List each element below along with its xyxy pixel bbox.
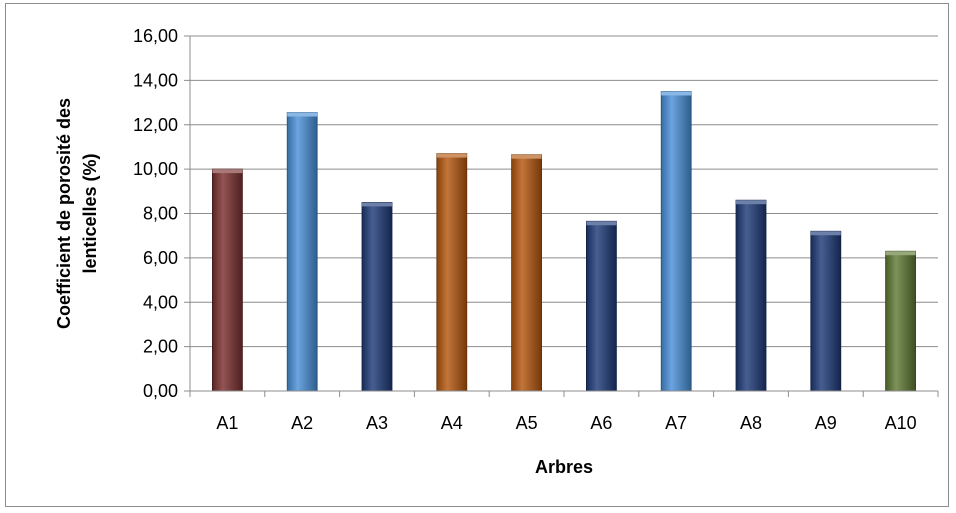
y-tick-label: 6,00	[143, 248, 178, 268]
x-axis-title: Arbres	[535, 457, 593, 477]
bar-top-highlight	[212, 169, 243, 174]
x-tick-label: A6	[590, 413, 612, 433]
y-tick-label: 16,00	[133, 26, 178, 46]
y-tick-label: 8,00	[143, 204, 178, 224]
bar-top-highlight	[362, 202, 392, 207]
axes	[184, 35, 939, 397]
bar-top-highlight	[287, 112, 318, 117]
bar-a8	[735, 199, 767, 392]
bar-top-highlight	[586, 221, 617, 226]
x-tick-label: A4	[441, 413, 463, 433]
tick-labels: 0,00 2,00 4,00 6,00 8,00 10,00 12,00 14,00 16,00…	[133, 26, 917, 433]
bar-top-highlight	[885, 251, 916, 256]
x-tick-label: A5	[516, 413, 538, 433]
bar-a1	[211, 168, 243, 392]
y-tick-label: 10,00	[133, 159, 178, 179]
bar-a3	[361, 202, 393, 392]
y-axis-title: Coefficient de porosité des lenticelles (…	[54, 98, 100, 329]
x-tick-label: A7	[665, 413, 687, 433]
bar-top-highlight	[436, 153, 467, 158]
x-tick-label: A10	[885, 413, 917, 433]
chart-frame	[5, 3, 949, 507]
bar-a7	[660, 91, 692, 392]
bar-a5	[511, 154, 543, 392]
y-tick-label: 4,00	[143, 292, 178, 312]
bar-top-highlight	[511, 154, 542, 159]
y-axis-title-line: lenticelles (%)	[80, 153, 100, 273]
bar-top-highlight	[810, 231, 841, 236]
y-tick-label: 14,00	[133, 70, 178, 90]
bar-top-highlight	[661, 91, 692, 96]
bars	[211, 91, 916, 392]
bar-a10	[885, 250, 916, 392]
bar-a6	[586, 220, 617, 392]
x-tick-label: A1	[216, 413, 238, 433]
bar-a2	[286, 112, 318, 392]
y-axis-title-line: Coefficient de porosité des	[54, 98, 74, 329]
y-tick-label: 2,00	[143, 337, 178, 357]
x-tick-label: A8	[740, 413, 762, 433]
x-tick-label: A9	[815, 413, 837, 433]
y-tick-label: 0,00	[143, 381, 178, 401]
x-tick-label: A2	[291, 413, 313, 433]
y-tick-label: 12,00	[133, 115, 178, 135]
x-tick-label: A3	[366, 413, 388, 433]
bar-a4	[436, 153, 468, 392]
bar-a9	[810, 230, 842, 392]
bar-top-highlight	[736, 200, 766, 205]
